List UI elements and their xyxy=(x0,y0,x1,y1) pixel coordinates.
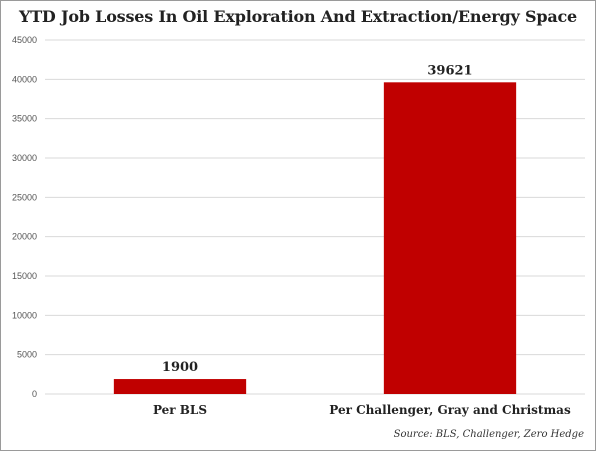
bar-1 xyxy=(113,379,247,394)
y-tick-label: 0 xyxy=(32,389,37,399)
category-label-2: Per Challenger, Gray and Christmas xyxy=(329,403,571,417)
y-tick-label: 30000 xyxy=(12,153,37,163)
data-label-2: 39621 xyxy=(427,63,472,78)
bars xyxy=(113,82,517,395)
y-tick-label: 35000 xyxy=(12,114,37,124)
y-tick-label: 5000 xyxy=(17,350,37,360)
category-label-1: Per BLS xyxy=(153,403,207,417)
y-tick-label: 15000 xyxy=(12,271,37,281)
bar-2 xyxy=(383,82,517,395)
data-labels: 1900 39621 xyxy=(162,63,473,375)
y-axis-ticks: 0 5000 10000 15000 20000 25000 30000 35000 40000… xyxy=(12,35,37,399)
source-note: Source: BLS, Challenger, Zero Hedge xyxy=(393,429,584,440)
chart-title: YTD Job Losses In Oil Exploration And Ex… xyxy=(18,7,578,26)
y-tick-label: 10000 xyxy=(12,310,37,320)
y-tick-label: 20000 xyxy=(12,232,37,242)
data-label-1: 1900 xyxy=(162,360,198,375)
y-tick-label: 40000 xyxy=(12,74,37,84)
y-tick-label: 25000 xyxy=(12,192,37,202)
category-labels: Per BLS Per Challenger, Gray and Christma… xyxy=(153,403,571,417)
y-tick-label: 45000 xyxy=(12,35,37,45)
